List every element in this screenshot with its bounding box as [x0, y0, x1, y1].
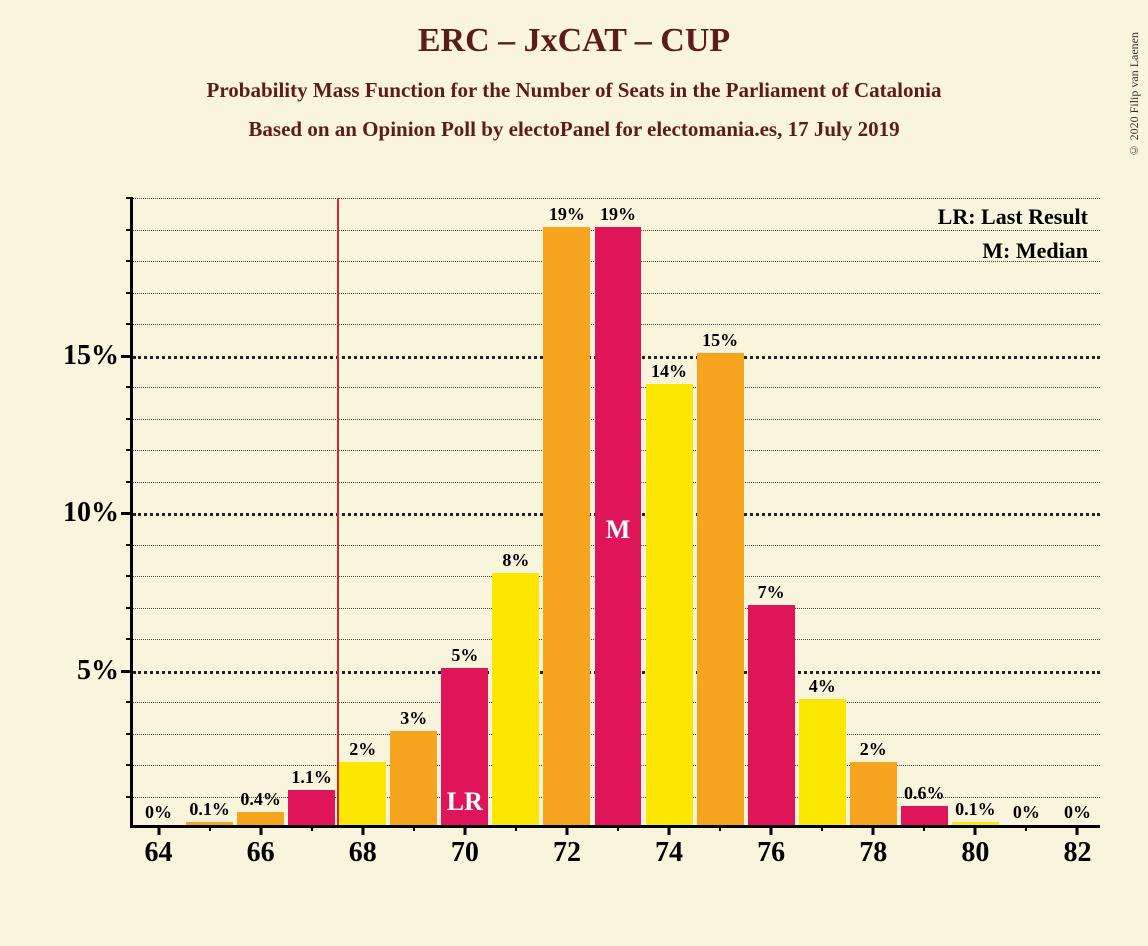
x-minor-tick [719, 825, 721, 831]
x-minor-tick [923, 825, 925, 831]
y-tick [126, 292, 133, 294]
x-axis-label: 74 [655, 825, 683, 869]
y-tick [126, 418, 133, 420]
bar-value-label: 19% [549, 204, 585, 227]
bar-value-label: 0.1% [189, 799, 230, 822]
last-result-line [337, 198, 339, 825]
bar-value-label: 15% [702, 330, 738, 353]
x-minor-tick [413, 825, 415, 831]
x-axis-label: 64 [145, 825, 173, 869]
bar: 0.4% [237, 812, 284, 825]
y-tick [126, 260, 133, 262]
bar-marker-label: LR [447, 787, 483, 817]
bar: 19% [543, 227, 590, 826]
copyright-text: © 2020 Filip van Laenen [1127, 32, 1142, 157]
bar: 0.1% [952, 822, 999, 825]
y-tick [126, 323, 133, 325]
y-tick [126, 796, 133, 798]
x-axis-label: 72 [553, 825, 581, 869]
y-axis-label: 10% [63, 497, 133, 529]
bar: 1.1% [288, 790, 335, 825]
y-tick [126, 764, 133, 766]
y-tick [126, 481, 133, 483]
y-tick [126, 229, 133, 231]
bar-value-label: 19% [600, 204, 636, 227]
x-axis-label: 76 [757, 825, 785, 869]
bar: 5%LR [441, 668, 488, 826]
y-tick [126, 638, 133, 640]
bar-value-label: 8% [502, 550, 529, 573]
bar: 8% [492, 573, 539, 825]
bar-value-label: 4% [809, 676, 836, 699]
bar: 7% [748, 605, 795, 826]
bar: 15% [697, 353, 744, 826]
bar-value-label: 14% [651, 361, 687, 384]
bar: 2% [850, 762, 897, 825]
x-axis-label: 70 [451, 825, 479, 869]
bar: 0.6% [901, 806, 948, 825]
x-minor-tick [515, 825, 517, 831]
y-tick [126, 607, 133, 609]
y-tick [126, 449, 133, 451]
x-minor-tick [617, 825, 619, 831]
y-tick [126, 544, 133, 546]
y-axis-label: 5% [77, 655, 133, 687]
bar-value-label: 1.1% [291, 767, 332, 790]
bar-value-label: 5% [451, 645, 478, 668]
bar: 3% [390, 731, 437, 826]
bar-value-label: 0.6% [904, 783, 945, 806]
x-axis-label: 80 [961, 825, 989, 869]
y-tick [126, 386, 133, 388]
bar-value-label: 7% [758, 582, 785, 605]
y-tick [126, 197, 133, 199]
bar-value-label: 2% [860, 739, 887, 762]
chart-title: ERC – JxCAT – CUP [0, 22, 1148, 60]
minor-gridline [133, 198, 1100, 199]
bar-value-label: 3% [400, 708, 427, 731]
y-tick [126, 701, 133, 703]
bar-value-label: 0.4% [240, 789, 281, 812]
x-minor-tick [311, 825, 313, 831]
x-axis-label: 82 [1063, 825, 1091, 869]
bar-value-label: 0% [145, 802, 172, 825]
y-axis-label: 15% [63, 340, 133, 372]
bar-value-label: 0% [1013, 802, 1040, 825]
x-axis-label: 68 [349, 825, 377, 869]
y-tick [126, 733, 133, 735]
bar: 2% [339, 762, 386, 825]
y-tick [126, 575, 133, 577]
bar: 0.1% [186, 822, 233, 825]
chart-subtitle-1: Probability Mass Function for the Number… [0, 78, 1148, 103]
bar-marker-label: M [606, 515, 631, 545]
x-minor-tick [821, 825, 823, 831]
x-minor-tick [209, 825, 211, 831]
bar: 19%M [595, 227, 642, 826]
bar-value-label: 2% [349, 739, 376, 762]
x-axis-label: 66 [247, 825, 275, 869]
legend-lr: LR: Last Result [938, 204, 1088, 230]
bar-value-label: 0.1% [955, 799, 996, 822]
bar-value-label: 0% [1064, 802, 1091, 825]
bar: 14% [646, 384, 693, 825]
chart-subtitle-2: Based on an Opinion Poll by electoPanel … [0, 117, 1148, 142]
x-axis-label: 78 [859, 825, 887, 869]
plot-area: LR: Last Result M: Median 5%10%15%646668… [130, 198, 1100, 828]
x-minor-tick [1025, 825, 1027, 831]
bar: 4% [799, 699, 846, 825]
